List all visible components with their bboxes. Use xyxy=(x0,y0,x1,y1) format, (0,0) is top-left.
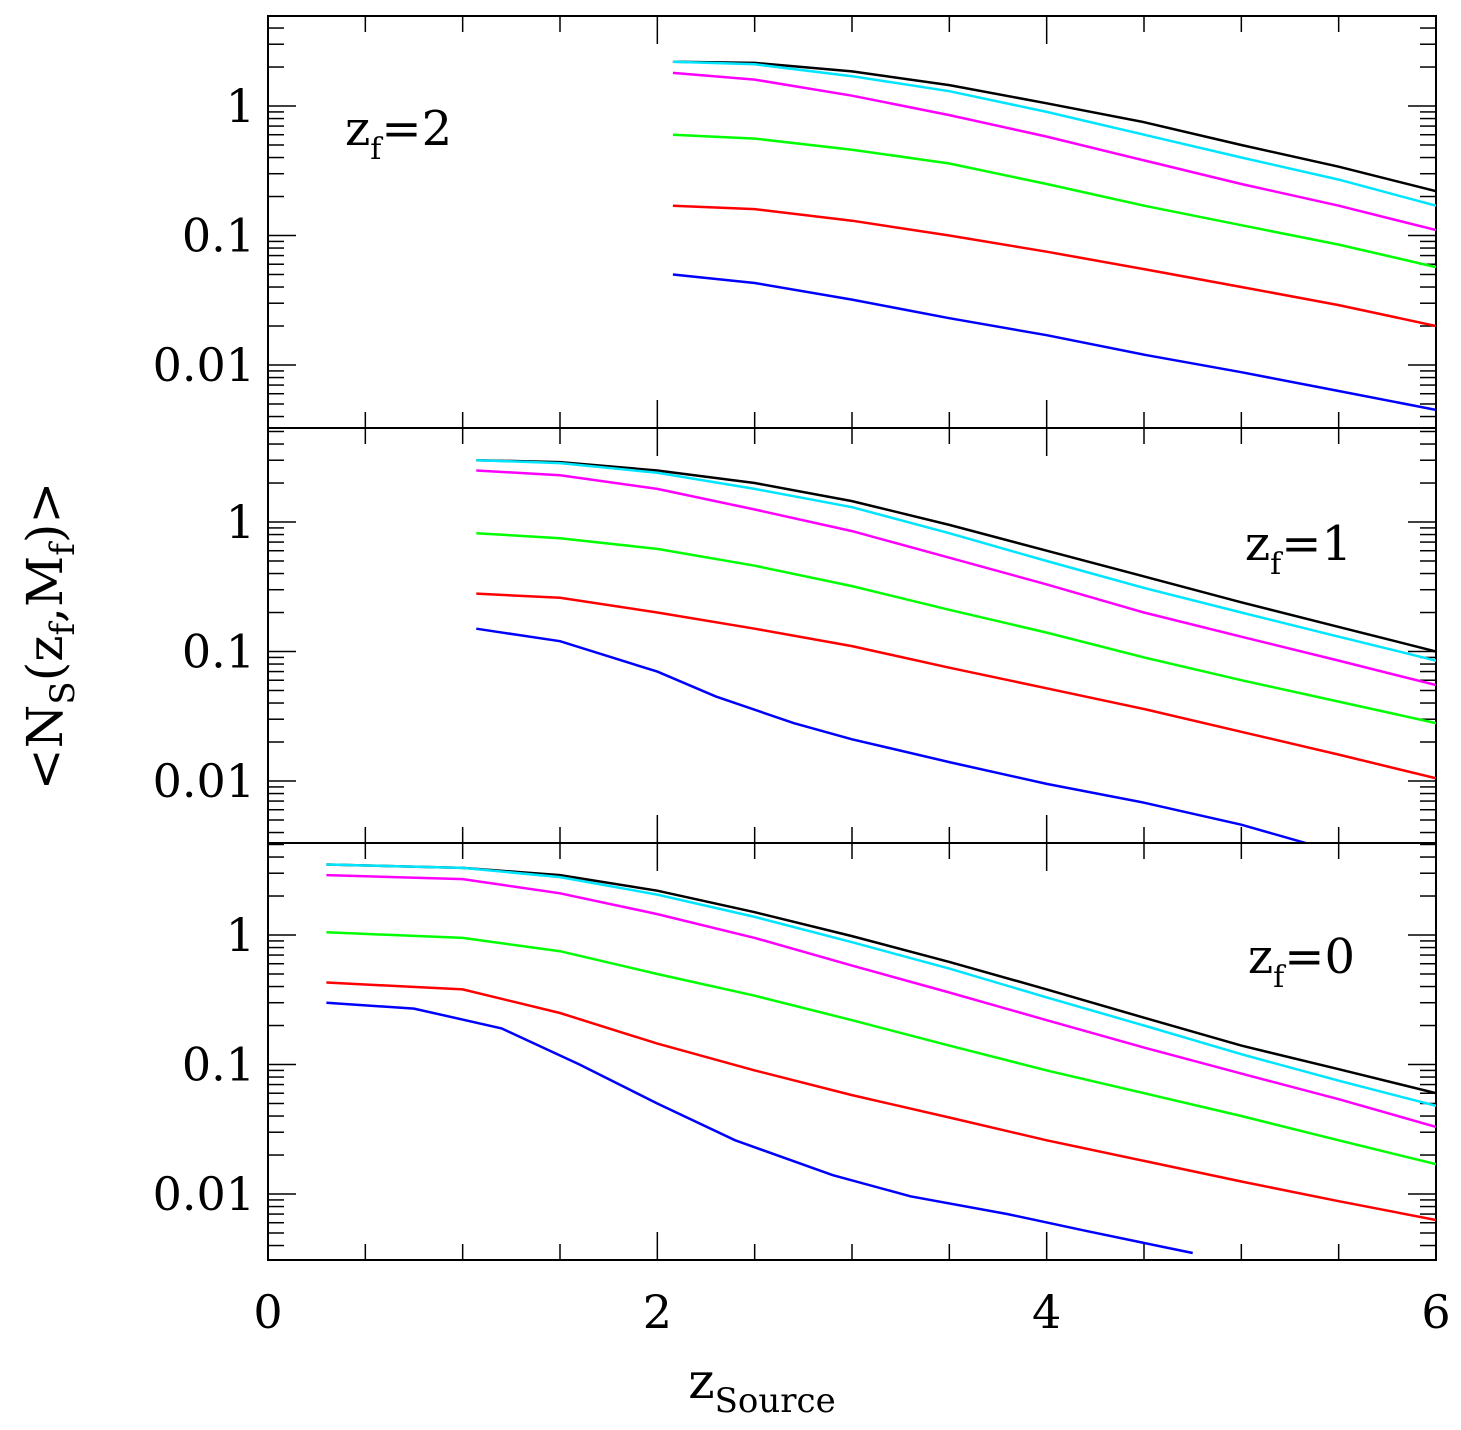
series-line-magenta xyxy=(476,469,1436,687)
y-tick-label: 0.01 xyxy=(153,1167,255,1221)
x-tick-label: 2 xyxy=(643,1285,672,1339)
series-line-blue xyxy=(326,1001,1193,1255)
y-tick-label: 0.1 xyxy=(182,209,255,263)
series-line-red xyxy=(476,592,1436,780)
series-line-magenta xyxy=(672,71,1436,232)
panel-label: zf=0 xyxy=(1248,929,1355,995)
series-line-cyan xyxy=(672,60,1436,207)
panel-frame xyxy=(267,15,1437,429)
panel-label: zf=1 xyxy=(1245,516,1352,582)
y-tick-label: 0.01 xyxy=(153,338,255,392)
y-axis-label-f-sub-1: f xyxy=(43,620,83,635)
x-tick-labels: 0 2 4 6 xyxy=(253,1285,1450,1339)
y-axis-label-open: <N xyxy=(16,705,74,791)
series-line-green xyxy=(326,931,1436,1166)
panel-1: 1 0.1 0.01 zf=1 xyxy=(153,427,1437,844)
series-line-red xyxy=(672,204,1436,328)
panel-2: 1 0.1 0.01 zf=0 xyxy=(153,842,1437,1261)
series-line-blue xyxy=(672,273,1436,412)
chart-panels: 1 0.1 0.01 zf=2 1 0.1 0.01 zf=1 1 0.1 0.01 zf=0 xyxy=(153,15,1437,1261)
x-tick-label: 0 xyxy=(253,1285,282,1339)
series-line-black xyxy=(672,60,1436,193)
x-axis-sub-label: Source xyxy=(715,1381,836,1421)
y-axis-title: <NS(zf,Mf)> xyxy=(16,482,83,791)
x-axis-title: zSource xyxy=(688,1352,835,1421)
series-line-blue xyxy=(476,627,1311,843)
series-group xyxy=(476,458,1436,843)
series-line-black xyxy=(326,863,1436,1095)
x-tick-label: 4 xyxy=(1032,1285,1061,1339)
panel-frame xyxy=(267,427,1437,844)
y-tick-label: 1 xyxy=(226,908,255,962)
y-tick-label: 0.01 xyxy=(153,754,255,808)
series-line-green xyxy=(476,531,1436,725)
series-group xyxy=(672,60,1436,412)
y-tick-label: 1 xyxy=(226,495,255,549)
series-line-red xyxy=(326,981,1436,1222)
y-tick-label: 0.1 xyxy=(182,625,255,679)
series-group xyxy=(326,863,1436,1255)
y-axis-label-comma: ,M xyxy=(16,556,74,623)
x-axis-label: z xyxy=(688,1352,714,1410)
series-line-magenta xyxy=(326,873,1436,1129)
y-tick-label: 1 xyxy=(226,79,255,133)
y-axis-label-paren: (z xyxy=(16,635,74,681)
y-axis-label-f-sub-2: f xyxy=(43,541,83,556)
panel-label: zf=2 xyxy=(345,101,452,167)
y-axis-label-close: )> xyxy=(16,482,74,543)
series-line-green xyxy=(672,133,1436,269)
panel-0: 1 0.1 0.01 zf=2 xyxy=(153,15,1437,429)
y-axis-label-s-sub: S xyxy=(43,681,83,704)
series-line-cyan xyxy=(476,458,1436,662)
series-line-black xyxy=(476,458,1436,653)
y-tick-label: 0.1 xyxy=(182,1038,255,1092)
x-tick-label: 6 xyxy=(1421,1285,1450,1339)
series-line-cyan xyxy=(326,863,1436,1108)
